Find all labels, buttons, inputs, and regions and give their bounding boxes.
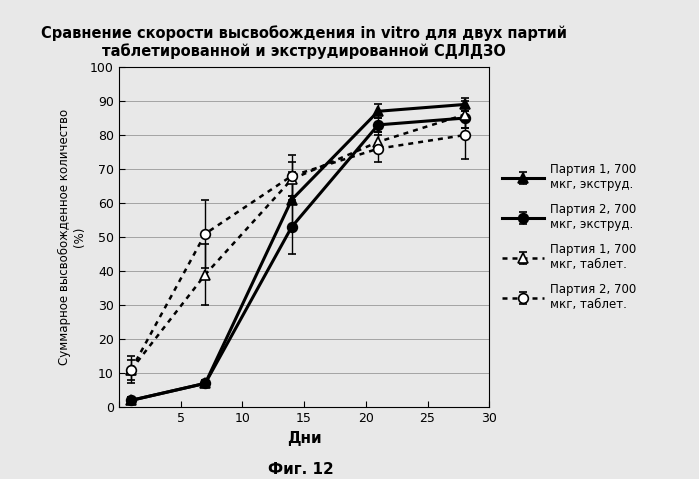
Title: Сравнение скорости высвобождения in vitro для двух партий
таблетированной и экст: Сравнение скорости высвобождения in vitr…	[41, 25, 567, 59]
Legend: Партия 1, 700
мкг, экструд., Партия 2, 700
мкг, экструд., Партия 1, 700
мкг, таб: Партия 1, 700 мкг, экструд., Партия 2, 7…	[499, 160, 640, 314]
Text: Фиг. 12: Фиг. 12	[268, 462, 333, 477]
X-axis label: Дни: Дни	[287, 431, 322, 445]
Y-axis label: Суммарное высвобожденное количество
(%): Суммарное высвобожденное количество (%)	[58, 109, 86, 365]
